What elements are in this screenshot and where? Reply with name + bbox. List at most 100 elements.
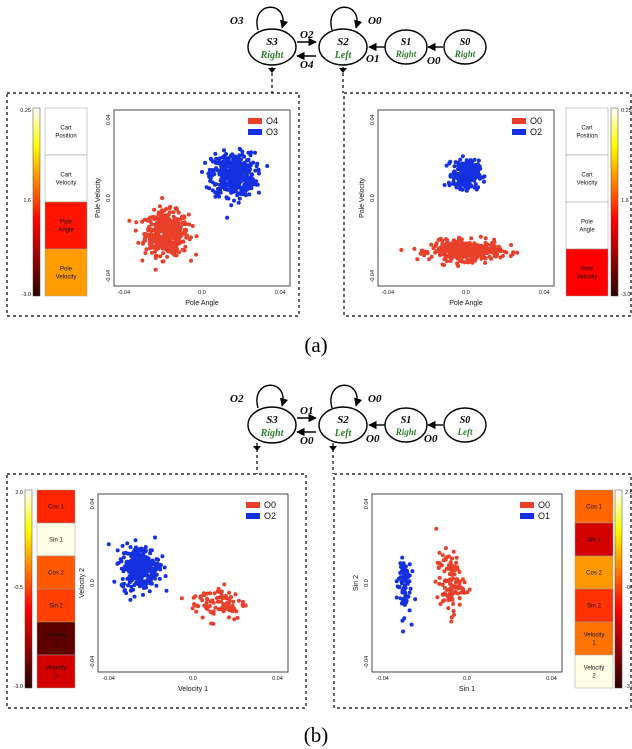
- scatter-a-left-point: [249, 186, 254, 191]
- heatmap-b-right-cell-label: Velocity 1: [584, 633, 605, 647]
- scatter-a-left-point: [161, 251, 166, 256]
- scatter-a-left-point: [140, 219, 145, 224]
- scatter-b-left-point: [208, 599, 213, 604]
- scatter-a-left-point: [140, 258, 145, 263]
- scatter-b-right-ytick: 0.0: [364, 579, 370, 587]
- heatmap-a-right-cell-label: Pole Angle: [579, 220, 595, 234]
- heatmap-a-left-cell-label: Pole Angle: [58, 220, 74, 234]
- scatter-a-right-point: [455, 174, 460, 179]
- scatter-a-left-point: [174, 253, 179, 258]
- scatter-a-left-point: [239, 157, 243, 162]
- scatter-b-left-point: [124, 560, 129, 564]
- heatmap-b-left-cell: [36, 654, 76, 689]
- scatter-a-right-point: [459, 253, 464, 257]
- scatter-a-right-point: [443, 253, 448, 258]
- edge-label-s1-to-s2-b: O0: [366, 433, 380, 445]
- scatter-b-left-point: [150, 568, 155, 573]
- scatter-b-right-axes: [371, 493, 563, 673]
- scatter-a-left-point: [150, 215, 155, 220]
- scatter-a-left-point: [160, 259, 165, 264]
- scatter-b-left-point: [221, 603, 226, 608]
- scatter-a-right-point: [427, 257, 432, 262]
- heatmap-a-left-cell: [44, 107, 88, 156]
- scatter-a-right-point: [458, 184, 463, 189]
- scatter-b-right-point: [449, 588, 454, 593]
- state-name-s2-b: S2: [337, 414, 349, 426]
- scatter-a-right-point: [476, 168, 481, 173]
- heatmap-a-left: 0.25 1.6 -3.0 Cart Position Cart Velocity Pole A…: [20, 107, 88, 298]
- self-loop-s2-b: [330, 384, 363, 409]
- state-action-s0: Right: [454, 49, 476, 59]
- scatter-a-right-point: [476, 158, 481, 163]
- scatter-a-left-point: [222, 181, 227, 186]
- scatter-b-left: -0.04 0.0 0.04 0.04 0.0 -0.04 Velocity 1 Veloci…: [79, 493, 289, 693]
- scatter-a-left-point: [144, 247, 149, 252]
- scatter-a-left-point: [143, 235, 148, 240]
- scatter-a-right-ytick: 0.0: [370, 194, 376, 202]
- scatter-a-right-point: [456, 255, 461, 260]
- scatter-a-left-point: [160, 243, 164, 248]
- scatter-a-left-xtick: 0.0: [198, 290, 206, 296]
- scatter-a-right-axes: [377, 109, 555, 287]
- scatter-a-right-point: [455, 167, 460, 172]
- scatter-b-left-point: [205, 591, 210, 596]
- scatter-b-left-point: [227, 615, 231, 620]
- scatter-a-right-point: [429, 254, 434, 259]
- scatter-b-left-point: [123, 567, 128, 572]
- scatter-b-right-point: [405, 570, 410, 575]
- scatter-a-right-point: [459, 166, 463, 171]
- heatmap-b-left-cell-label: Velocity 2: [46, 666, 67, 680]
- scatter-b-left-point: [135, 558, 140, 562]
- scatter-a-left-point: [225, 163, 229, 168]
- scatter-b-left-point: [224, 601, 229, 606]
- scatter-a-right-point: [438, 236, 443, 241]
- scatter-a-right-point: [515, 250, 520, 255]
- heatmap-b-left-cell: [36, 555, 76, 590]
- scatter-a-left-point: [172, 231, 177, 236]
- scatter-b-left-point: [207, 604, 212, 608]
- scatter-a-left-point: [170, 251, 175, 256]
- scatter-b-left-point: [124, 591, 129, 596]
- scatter-a-left-point: [186, 212, 191, 217]
- scatter-a-left-point: [249, 173, 254, 178]
- heatmap-b-left-cell: [36, 489, 76, 524]
- scatter-b-left-point: [149, 581, 154, 586]
- scatter-b-right-point: [451, 601, 456, 606]
- state-action-s3-b: Right: [260, 428, 285, 439]
- scatter-b-left-point: [153, 576, 157, 581]
- scatter-a-left-point: [154, 253, 159, 258]
- scatter-a-left-point: [153, 229, 158, 234]
- scatter-a-right-point: [458, 157, 463, 162]
- scatter-b-right-xtick: 0.04: [546, 676, 557, 682]
- state-node-s3-b: [247, 406, 297, 444]
- scatter-b-left-point: [205, 607, 210, 612]
- scatter-b-left-point: [131, 553, 136, 558]
- scatter-a-right-point: [447, 254, 452, 259]
- state-node-s2-b: [318, 406, 368, 444]
- scatter-a-left-point: [217, 161, 222, 165]
- scatter-a-left-point: [147, 241, 152, 246]
- scatter-a-left-point: [241, 169, 246, 174]
- scatter-a-left-point: [174, 242, 179, 247]
- scatter-b-left-point: [115, 548, 120, 553]
- scatter-a-left-point: [165, 238, 169, 243]
- scatter-a-left-point: [210, 188, 215, 193]
- scatter-a-right-point: [425, 249, 430, 254]
- scatter-b-right-point: [440, 553, 445, 558]
- scatter-a-left-point: [165, 226, 170, 230]
- scatter-a-left-point: [181, 222, 186, 227]
- scatter-a-right-point: [463, 248, 467, 253]
- scatter-b-right-point: [442, 569, 447, 574]
- scatter-a-left-point: [150, 250, 154, 255]
- scatter-a-left-point: [167, 210, 172, 215]
- heatmap-b-right-cell: [574, 522, 614, 557]
- scatter-b-right-point: [398, 596, 403, 601]
- scatter-a-right-point: [433, 250, 438, 255]
- scatter-a-left-point: [127, 218, 132, 223]
- scatter-b-right-point: [444, 566, 449, 571]
- scatter-b-left-point: [134, 563, 139, 568]
- scatter-a-left-point: [256, 168, 261, 173]
- scatter-a-left-point: [207, 186, 212, 191]
- scatter-a-right-point: [442, 183, 447, 187]
